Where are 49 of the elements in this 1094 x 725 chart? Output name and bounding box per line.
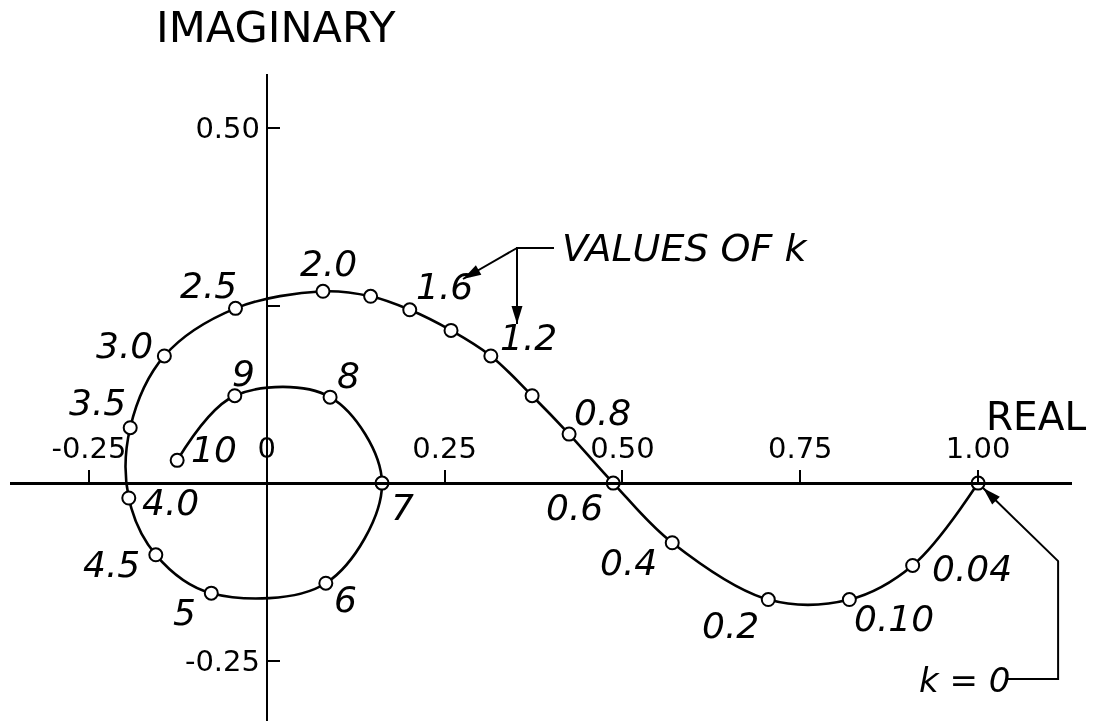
annotation: 5 <box>173 592 196 633</box>
point <box>841 592 857 608</box>
x-tick-label: 0.50 <box>590 431 655 466</box>
point <box>203 585 219 601</box>
x-tick-label: 0.25 <box>412 431 477 466</box>
annotation: 2.0 <box>300 243 358 284</box>
point <box>148 547 164 563</box>
annotation: VALUES OF k <box>562 226 809 270</box>
annotation: 1.6 <box>416 266 474 307</box>
annotation: 0.6 <box>546 487 604 528</box>
point <box>318 575 334 591</box>
y-axis-title: IMAGINARY <box>156 2 397 52</box>
point <box>905 557 921 573</box>
point <box>363 288 379 304</box>
point <box>443 322 459 338</box>
x-tick-label: -0.25 <box>51 431 127 466</box>
point <box>121 490 137 506</box>
annotation: 3.0 <box>96 325 154 366</box>
point <box>664 535 680 551</box>
annotation: 0.4 <box>600 542 658 583</box>
point <box>760 592 776 608</box>
annotation: 0.2 <box>702 605 760 646</box>
annotation: 9 <box>232 353 255 394</box>
point <box>169 452 185 468</box>
x-tick-label: 0.75 <box>767 431 833 466</box>
annotation: 0.04 <box>932 548 1013 589</box>
annotation: 1.2 <box>500 317 558 358</box>
annotation: 0.8 <box>574 392 632 433</box>
point <box>483 348 499 364</box>
x-tick-label: 1.00 <box>945 431 1011 466</box>
point <box>156 348 172 364</box>
annotation: 4.5 <box>83 544 141 585</box>
point <box>402 302 418 318</box>
annotation: k = 0 <box>919 660 1011 700</box>
point <box>322 389 338 405</box>
annotation: 6 <box>334 579 357 620</box>
annotation: 4.0 <box>142 482 200 523</box>
point <box>561 426 577 442</box>
annotation: 7 <box>391 487 414 528</box>
point <box>122 420 138 436</box>
point <box>524 388 540 404</box>
annotation: 3.5 <box>69 382 127 423</box>
point <box>227 388 243 404</box>
point <box>315 283 331 299</box>
annotation: 0.10 <box>854 598 935 639</box>
annotation: 10 <box>191 429 237 470</box>
point <box>228 300 243 316</box>
annotation: 8 <box>337 355 360 396</box>
annotation: 2.5 <box>180 265 238 306</box>
